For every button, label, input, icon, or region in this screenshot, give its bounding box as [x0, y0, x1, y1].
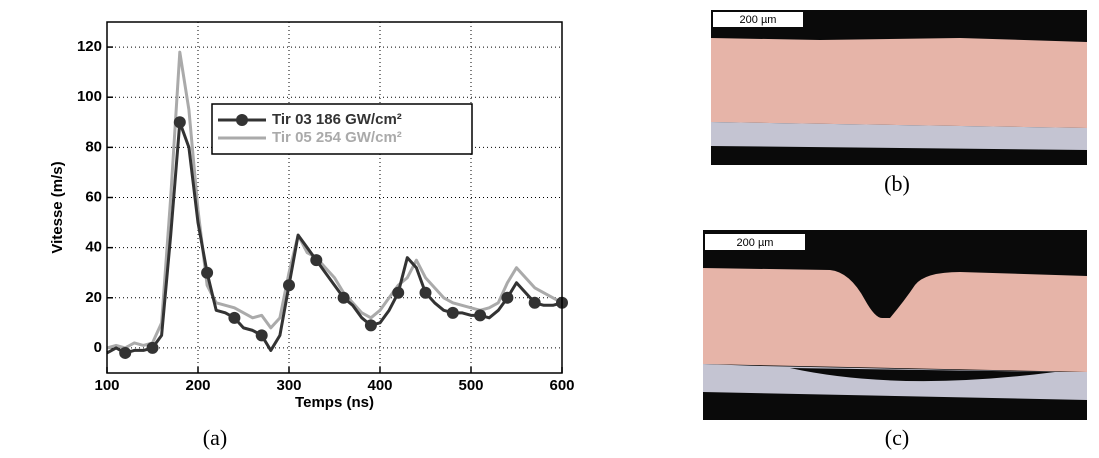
- legend-marker: [236, 114, 248, 126]
- caption: (a): [203, 425, 227, 450]
- y-tick-label: 120: [77, 38, 102, 55]
- x-tick-label: 100: [94, 377, 119, 394]
- x-tick-label: 200: [185, 377, 210, 394]
- scale-box: [713, 12, 803, 27]
- x-axis-label: Temps (ns): [295, 394, 374, 411]
- marker: [201, 266, 214, 279]
- marker: [501, 291, 514, 304]
- scale-bar: 200 µm: [740, 14, 777, 26]
- delamination: [790, 368, 1055, 382]
- plot-frame: [106, 21, 563, 374]
- marker: [392, 286, 405, 299]
- y-tick-label: 80: [85, 138, 102, 155]
- marker: [364, 319, 377, 332]
- series-line: [106, 120, 563, 355]
- marker: [528, 296, 541, 309]
- y-axis-label: Vitesse (m/s): [49, 161, 66, 253]
- caption: (b): [884, 171, 910, 196]
- x-tick-label: 400: [367, 377, 392, 394]
- legend-label: Tir 03 186 GW/cm²: [272, 111, 402, 128]
- marker: [337, 291, 350, 304]
- y-tick-label: 20: [85, 289, 102, 306]
- y-tick-label: 100: [77, 88, 102, 105]
- scale-box: [705, 234, 805, 250]
- marker: [228, 311, 241, 324]
- y-tick-label: 60: [85, 188, 102, 205]
- chart: 0 20 40 60 80 100 120 100 200 300 400 500 600 Temps (…: [49, 21, 575, 411]
- legend-label: Tir 05 254 GW/cm²: [272, 129, 402, 146]
- copper-layer: [711, 38, 1087, 128]
- marker: [474, 309, 487, 322]
- legend-box: [211, 103, 473, 155]
- micrograph-c: 200 µm: [703, 230, 1087, 420]
- y-tick-label: 0: [94, 339, 102, 356]
- x-tick-label: 600: [549, 377, 574, 394]
- series-line: [106, 50, 563, 350]
- marker: [173, 116, 186, 129]
- marker: [419, 286, 432, 299]
- scale-bar: 200 µm: [737, 237, 774, 249]
- marker: [146, 341, 159, 354]
- caption: (c): [885, 425, 909, 450]
- copper-layer: [703, 268, 1087, 372]
- micrograph-b: 200 µm: [711, 10, 1087, 165]
- x-tick-label: 300: [276, 377, 301, 394]
- marker: [283, 279, 295, 292]
- marker: [310, 254, 323, 267]
- marker: [446, 306, 459, 319]
- y-tick-label: 40: [85, 239, 102, 256]
- marker: [119, 346, 132, 359]
- x-tick-label: 500: [458, 377, 483, 394]
- substrate: [711, 122, 1087, 150]
- marker: [255, 329, 268, 342]
